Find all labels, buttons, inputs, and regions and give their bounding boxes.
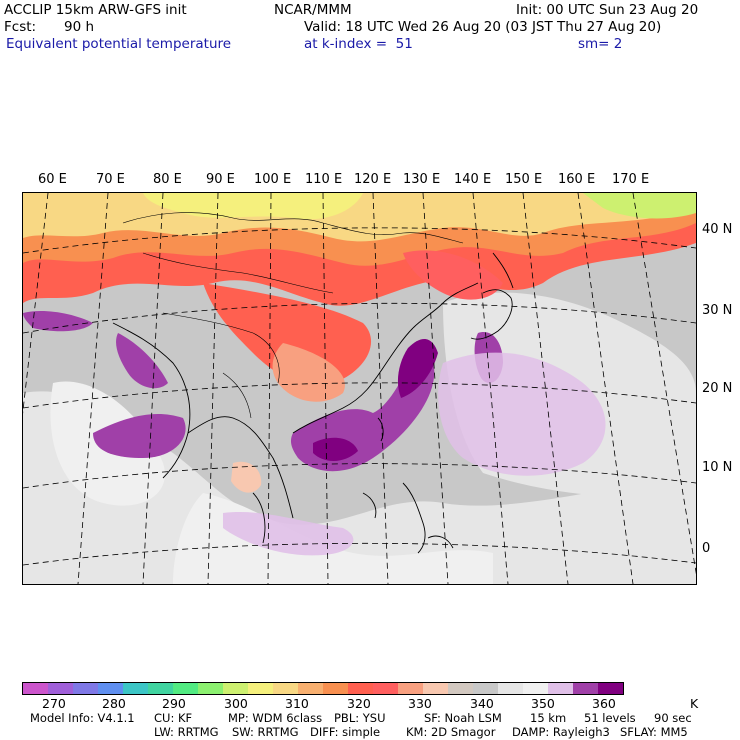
colorbar-swatch [473,683,498,694]
lon-label: 170 E [612,172,650,187]
model-info-lw: LW: RRTMG [154,725,219,739]
model-info-diff: DIFF: simple [310,725,381,739]
colorbar-tick: 340 [470,696,494,711]
lat-label: 40 N [702,222,733,237]
colorbar-tick: 290 [162,696,186,711]
forecast-hours: 90 h [64,19,95,35]
lon-label: 140 E [454,172,492,187]
colorbar-swatch [573,683,598,694]
lat-label: 30 N [702,303,733,318]
valid-time: Valid: 18 UTC Wed 26 Aug 20 (03 JST Thu … [304,19,662,35]
lon-label: 120 E [354,172,392,187]
lat-label: 0 [702,541,711,556]
colorbar-swatch [398,683,423,694]
model-info-sflay: SFLAY: MM5 [620,725,688,739]
colorbar-unit: K [690,696,699,711]
colorbar-swatch [198,683,223,694]
colorbar-tick: 310 [285,696,309,711]
model-title: ACCLIP 15km ARW-GFS init [4,2,187,18]
model-info-resolution: 15 km [530,711,567,725]
colorbar-swatch [248,683,273,694]
organization-label: NCAR/MMM [274,2,352,18]
colorbar-swatch [123,683,148,694]
colorbar-swatch [548,683,573,694]
lon-label: 90 E [206,172,235,187]
lon-label: 70 E [96,172,125,187]
colorbar-swatch [173,683,198,694]
lon-label: 80 E [153,172,182,187]
colorbar-swatch [223,683,248,694]
colorbar-tick: 360 [592,696,616,711]
colorbar-swatch [73,683,98,694]
map-field [23,193,696,584]
smoothing-value: sm= 2 [578,36,623,52]
lon-label: 60 E [38,172,67,187]
colorbar-tick: 320 [347,696,371,711]
colorbar [22,682,624,695]
model-info-cu: CU: KF [154,711,193,725]
model-info-pbl: PBL: YSU [334,711,386,725]
lon-label: 110 E [305,172,343,187]
field-name: Equivalent potential temperature [6,36,232,52]
colorbar-tick: 280 [102,696,126,711]
lat-label: 10 N [702,460,733,475]
colorbar-tick: 300 [224,696,248,711]
lon-label: 100 E [254,172,292,187]
colorbar-swatch [598,683,623,694]
colorbar-swatch [423,683,448,694]
colorbar-swatch [148,683,173,694]
colorbar-swatch [323,683,348,694]
colorbar-swatch [373,683,398,694]
colorbar-tick: 350 [531,696,555,711]
forecast-label: Fcst: [4,19,37,35]
model-info-sf: SF: Noah LSM [424,711,502,725]
colorbar-tick: 330 [408,696,432,711]
lon-label: 150 E [505,172,543,187]
colorbar-swatch [23,683,48,694]
colorbar-swatch [298,683,323,694]
colorbar-swatch [523,683,548,694]
model-info-version: Model Info: V4.1.1 [30,711,135,725]
lon-label: 160 E [558,172,596,187]
colorbar-swatch [273,683,298,694]
model-info-km: KM: 2D Smagor [406,725,496,739]
colorbar-swatch [48,683,73,694]
model-info-mp: MP: WDM 6class [228,711,323,725]
model-info-damp: DAMP: Rayleigh3 [512,725,610,739]
lon-label: 130 E [403,172,441,187]
init-time: Init: 00 UTC Sun 23 Aug 20 [516,2,699,18]
lat-label: 20 N [702,381,733,396]
colorbar-tick: 270 [42,696,66,711]
model-info-timestep: 90 sec [654,711,692,725]
colorbar-swatch [98,683,123,694]
model-info-levels: 51 levels [584,711,636,725]
model-info-sw: SW: RRTMG [232,725,299,739]
colorbar-swatch [498,683,523,694]
k-index-level: at k-index = 51 [304,36,413,52]
colorbar-swatch [448,683,473,694]
colorbar-swatch [348,683,373,694]
map-panel [22,192,697,585]
